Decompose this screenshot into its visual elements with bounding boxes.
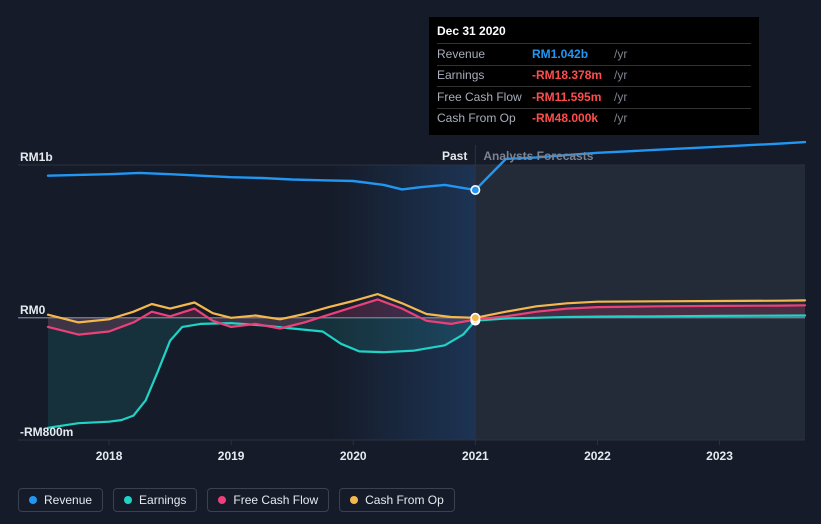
tooltip-row-unit: /yr xyxy=(614,67,627,84)
x-axis-tick-label: 2022 xyxy=(584,449,611,463)
legend-item-label: Revenue xyxy=(44,493,92,507)
legend-dot-icon xyxy=(29,496,37,504)
tooltip-row: RevenueRM1.042b/yr xyxy=(437,43,751,64)
legend-item-fcf[interactable]: Free Cash Flow xyxy=(207,488,329,512)
tooltip-row-label: Free Cash Flow xyxy=(437,89,532,106)
legend-item-earnings[interactable]: Earnings xyxy=(113,488,197,512)
tooltip-row-label: Cash From Op xyxy=(437,110,532,127)
tooltip-row-unit: /yr xyxy=(614,46,627,63)
tooltip-row: Free Cash Flow-RM11.595m/yr xyxy=(437,86,751,107)
x-axis-tick-label: 2018 xyxy=(96,449,123,463)
tooltip-row-unit: /yr xyxy=(614,110,627,127)
tooltip-row-label: Revenue xyxy=(437,46,532,63)
chart-legend: Revenue Earnings Free Cash Flow Cash From O… xyxy=(18,488,455,512)
legend-item-revenue[interactable]: Revenue xyxy=(18,488,103,512)
financial-forecast-chart: RM1b RM0 -RM800m Past Analysts Forecasts 2… xyxy=(0,0,821,524)
x-axis-tick-label: 2023 xyxy=(706,449,733,463)
legend-item-label: Free Cash Flow xyxy=(233,493,318,507)
y-axis-tick-label: -RM800m xyxy=(20,425,73,439)
tooltip-row: Earnings-RM18.378m/yr xyxy=(437,65,751,86)
past-section-label: Past xyxy=(442,149,467,163)
tooltip-date: Dec 31 2020 xyxy=(437,23,751,43)
legend-dot-icon xyxy=(218,496,226,504)
x-axis-tick-label: 2020 xyxy=(340,449,367,463)
x-axis-labels: 2018 2019 2020 2021 2022 2023 xyxy=(0,449,821,465)
legend-item-label: Cash From Op xyxy=(365,493,444,507)
x-axis-tick-label: 2021 xyxy=(462,449,489,463)
chart-tooltip: Dec 31 2020 RevenueRM1.042b/yrEarnings-R… xyxy=(429,17,759,135)
tooltip-row-unit: /yr xyxy=(614,89,627,106)
legend-item-label: Earnings xyxy=(139,493,186,507)
tooltip-row: Cash From Op-RM48.000k/yr xyxy=(437,108,751,129)
tooltip-row-value: -RM18.378m xyxy=(532,67,610,84)
legend-item-cfo[interactable]: Cash From Op xyxy=(339,488,455,512)
forecast-section-label: Analysts Forecasts xyxy=(483,149,593,163)
y-axis-tick-label: RM0 xyxy=(20,303,45,317)
tooltip-row-value: RM1.042b xyxy=(532,46,610,63)
x-axis-tick-label: 2019 xyxy=(218,449,245,463)
tooltip-row-label: Earnings xyxy=(437,67,532,84)
legend-dot-icon xyxy=(350,496,358,504)
legend-dot-icon xyxy=(124,496,132,504)
tooltip-row-value: -RM48.000k xyxy=(532,110,610,127)
y-axis-tick-label: RM1b xyxy=(20,150,53,164)
tooltip-row-value: -RM11.595m xyxy=(532,89,610,106)
